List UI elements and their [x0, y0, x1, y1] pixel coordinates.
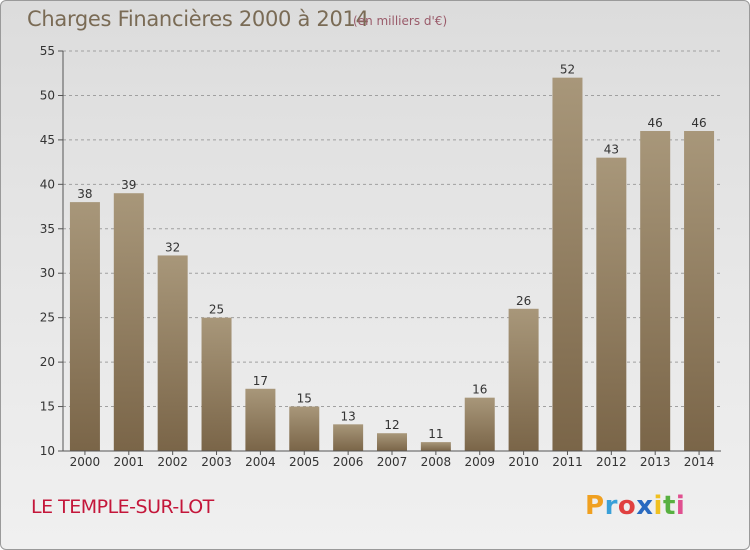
x-tick-label: 2013: [640, 455, 671, 469]
data-label: 11: [428, 427, 443, 441]
bar: [684, 131, 715, 451]
x-tick-label: 2006: [333, 455, 364, 469]
y-tick-label: 25: [40, 311, 55, 325]
logo-letter: x: [636, 491, 654, 521]
city-name: LE TEMPLE-SUR-LOT: [31, 496, 214, 518]
x-tick-label: 2008: [421, 455, 452, 469]
logo-letter: r: [604, 491, 618, 521]
data-label: 13: [340, 409, 355, 423]
bar: [289, 406, 320, 451]
data-label: 16: [472, 383, 487, 397]
data-label: 46: [648, 116, 663, 130]
logo-letter: P: [585, 491, 605, 521]
logo-letter: i: [675, 491, 686, 521]
bar: [508, 308, 539, 451]
y-tick-label: 30: [40, 266, 55, 280]
data-label: 17: [253, 374, 268, 388]
bar: [464, 397, 495, 451]
y-tick-label: 10: [40, 444, 55, 458]
x-tick-label: 2000: [70, 455, 101, 469]
bar: [157, 255, 188, 451]
bar: [420, 442, 451, 451]
logo-letter: o: [617, 491, 637, 521]
y-tick-label: 55: [40, 44, 55, 58]
x-tick-label: 2010: [508, 455, 539, 469]
chart-title: Charges Financières 2000 à 2014: [27, 7, 369, 31]
logo-letter: t: [662, 491, 676, 521]
y-tick-label: 40: [40, 177, 55, 191]
y-tick-label: 35: [40, 222, 55, 236]
bar: [333, 424, 364, 451]
x-tick-label: 2012: [596, 455, 627, 469]
y-tick-label: 20: [40, 355, 55, 369]
y-tick-label: 50: [40, 88, 55, 102]
data-label: 39: [121, 178, 136, 192]
bar: [640, 131, 671, 451]
bar: [245, 388, 276, 451]
proxiti-logo: Proxiti: [585, 491, 685, 521]
x-tick-label: 2002: [157, 455, 188, 469]
x-tick-label: 2001: [114, 455, 145, 469]
x-tick-label: 2011: [552, 455, 583, 469]
data-label: 12: [384, 418, 399, 432]
data-label: 43: [604, 143, 619, 157]
x-tick-label: 2009: [464, 455, 495, 469]
bar: [113, 193, 144, 451]
bar: [596, 157, 627, 451]
y-tick-label: 45: [40, 133, 55, 147]
y-tick-label: 15: [40, 400, 55, 414]
x-tick-label: 2003: [201, 455, 232, 469]
data-label: 52: [560, 63, 575, 77]
chart-subtitle: (en milliers d'€): [353, 14, 448, 28]
bar: [552, 77, 583, 452]
x-tick-label: 2004: [245, 455, 276, 469]
data-label: 38: [77, 187, 92, 201]
data-label: 15: [297, 392, 312, 406]
x-tick-label: 2005: [289, 455, 320, 469]
x-tick-label: 2007: [377, 455, 408, 469]
data-label: 46: [691, 116, 706, 130]
x-tick-label: 2014: [684, 455, 715, 469]
bar: [201, 317, 232, 451]
data-label: 25: [209, 303, 224, 317]
data-label: 26: [516, 294, 531, 308]
data-label: 32: [165, 240, 180, 254]
bar: [69, 202, 100, 451]
logo-letter: i: [653, 491, 663, 521]
bar: [377, 433, 407, 451]
